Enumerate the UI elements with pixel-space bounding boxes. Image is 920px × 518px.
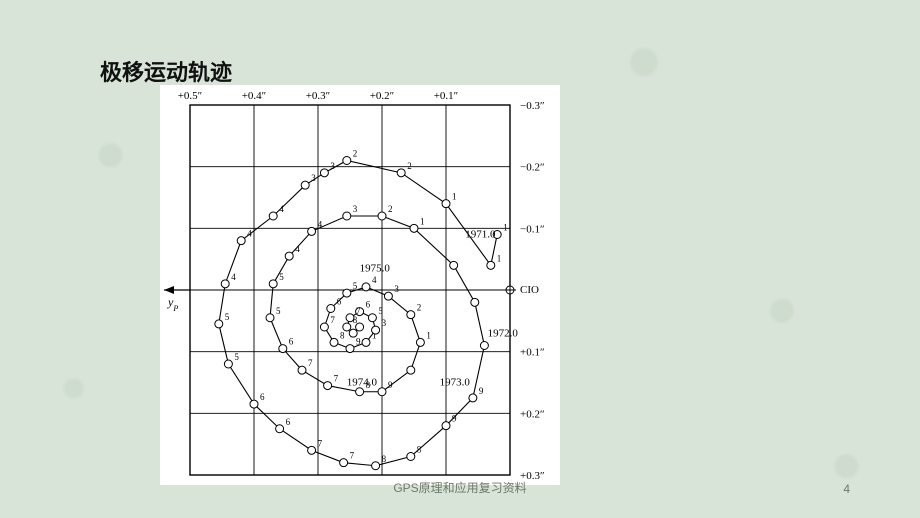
svg-text:2: 2 — [407, 161, 412, 171]
svg-text:7: 7 — [334, 374, 339, 384]
svg-text:+0.4″: +0.4″ — [242, 90, 267, 102]
svg-text:6: 6 — [289, 337, 294, 347]
svg-text:5: 5 — [279, 272, 284, 282]
svg-text:4: 4 — [231, 272, 236, 282]
svg-text:−0.3″: −0.3″ — [520, 100, 545, 112]
svg-text:+0.1″: +0.1″ — [520, 347, 545, 359]
svg-text:6: 6 — [366, 300, 371, 310]
svg-text:1975.0: 1975.0 — [360, 263, 391, 275]
svg-text:2: 2 — [353, 149, 358, 159]
svg-text:5: 5 — [234, 352, 239, 362]
svg-text:1: 1 — [497, 253, 502, 263]
svg-text:+0.5″: +0.5″ — [178, 90, 203, 102]
svg-text:1: 1 — [426, 330, 431, 340]
svg-text:9: 9 — [452, 414, 457, 424]
svg-text:1: 1 — [420, 216, 425, 226]
svg-text:3: 3 — [330, 161, 335, 171]
svg-text:CIO: CIO — [520, 284, 539, 296]
svg-text:7: 7 — [308, 358, 313, 368]
svg-text:9: 9 — [356, 337, 361, 347]
svg-text:4: 4 — [279, 204, 284, 214]
footer-text: GPS原理和应用复习资料 — [0, 479, 920, 496]
svg-text:1974.0: 1974.0 — [347, 377, 378, 389]
svg-text:8: 8 — [417, 445, 422, 455]
svg-text:7: 7 — [330, 315, 335, 325]
svg-text:6: 6 — [337, 297, 342, 307]
svg-text:5: 5 — [276, 306, 281, 316]
svg-text:yP: yP — [167, 295, 178, 313]
svg-text:2: 2 — [417, 303, 422, 313]
svg-text:9: 9 — [479, 386, 484, 396]
svg-text:4: 4 — [372, 275, 377, 285]
svg-text:3: 3 — [311, 173, 316, 183]
svg-text:6: 6 — [286, 417, 291, 427]
svg-text:3: 3 — [394, 284, 399, 294]
svg-text:1973.0: 1973.0 — [440, 377, 471, 389]
polar-motion-chart: +0.5″ +0.4″ +0.3″ +0.2″ +0.1″ −0.3″ −0.2″ −0.1″… — [160, 85, 560, 485]
svg-text:5: 5 — [225, 312, 230, 322]
slide: 极移运动轨迹 +0.5″ +0.4″ +0.3″ +0.2″ +0.1″ −0.3″ −0.… — [0, 0, 920, 518]
svg-text:1: 1 — [503, 223, 508, 233]
svg-text:+0.2″: +0.2″ — [370, 90, 395, 102]
svg-text:8: 8 — [382, 454, 387, 464]
svg-text:6: 6 — [260, 392, 265, 402]
svg-text:4: 4 — [247, 229, 252, 239]
svg-text:9: 9 — [388, 380, 393, 390]
svg-text:4: 4 — [318, 219, 323, 229]
svg-text:7: 7 — [350, 451, 355, 461]
svg-text:1972.0: 1972.0 — [488, 327, 519, 339]
svg-text:3: 3 — [382, 318, 387, 328]
svg-text:1971.0: 1971.0 — [465, 229, 496, 241]
svg-text:8: 8 — [340, 330, 345, 340]
svg-text:−0.2″: −0.2″ — [520, 162, 545, 174]
svg-text:5: 5 — [378, 306, 383, 316]
svg-text:2: 2 — [388, 204, 393, 214]
svg-text:5: 5 — [353, 281, 358, 291]
svg-text:+0.1″: +0.1″ — [434, 90, 459, 102]
polar-motion-figure: +0.5″ +0.4″ +0.3″ +0.2″ +0.1″ −0.3″ −0.2″ −0.1″… — [160, 85, 560, 485]
svg-text:4: 4 — [295, 244, 300, 254]
page-number: 4 — [843, 482, 850, 496]
svg-text:3: 3 — [353, 204, 358, 214]
svg-text:7: 7 — [318, 438, 323, 448]
page-title: 极移运动轨迹 — [100, 55, 232, 87]
svg-text:+0.2″: +0.2″ — [520, 408, 545, 420]
svg-text:1: 1 — [452, 192, 457, 202]
svg-text:+0.3″: +0.3″ — [306, 90, 331, 102]
svg-text:−0.1″: −0.1″ — [520, 223, 545, 235]
